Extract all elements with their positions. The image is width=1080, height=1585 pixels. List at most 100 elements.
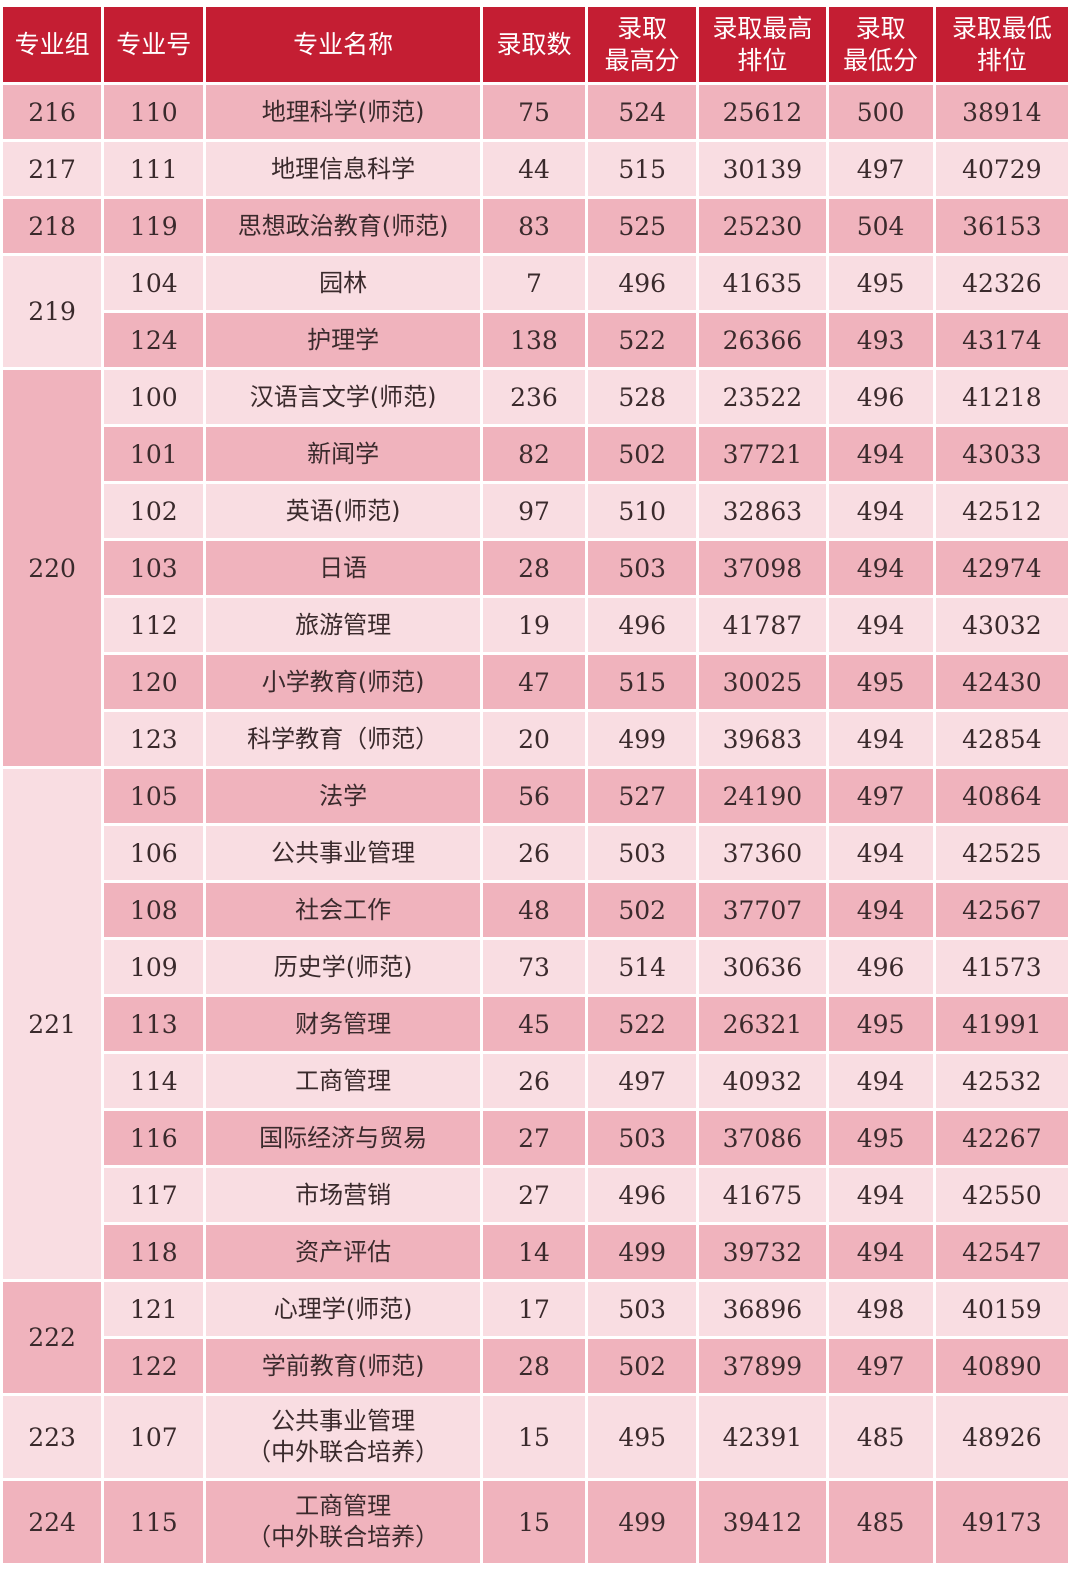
min-score-cell: 485 xyxy=(828,1396,933,1478)
admitted-count-cell: 15 xyxy=(482,1396,586,1478)
min-score-cell: 504 xyxy=(828,199,933,253)
min-score-cell: 494 xyxy=(828,826,933,880)
min-score-cell: 497 xyxy=(828,1339,933,1393)
admitted-count-cell: 14 xyxy=(482,1225,586,1279)
max-rank-cell: 37721 xyxy=(699,427,826,481)
major-code-cell: 108 xyxy=(104,883,204,937)
admitted-count-cell: 83 xyxy=(482,199,586,253)
major-name-cell: 法学 xyxy=(206,769,480,823)
table-row: 124 护理学 138 522 26366 493 43174 xyxy=(3,313,1068,367)
min-score-cell: 495 xyxy=(828,655,933,709)
major-code-cell: 116 xyxy=(104,1111,204,1165)
max-rank-cell: 41675 xyxy=(699,1168,826,1222)
major-group-cell: 224 xyxy=(3,1481,102,1563)
admitted-count-cell: 28 xyxy=(482,541,586,595)
max-score-cell: 496 xyxy=(588,598,697,652)
min-score-cell: 494 xyxy=(828,712,933,766)
admitted-count-cell: 26 xyxy=(482,1054,586,1108)
major-code-cell: 105 xyxy=(104,769,204,823)
max-rank-cell: 39732 xyxy=(699,1225,826,1279)
min-rank-cell: 42974 xyxy=(935,541,1068,595)
major-name-cell: 新闻学 xyxy=(206,427,480,481)
admitted-count-cell: 27 xyxy=(482,1111,586,1165)
max-rank-cell: 41787 xyxy=(699,598,826,652)
max-score-cell: 510 xyxy=(588,484,697,538)
max-rank-cell: 39412 xyxy=(699,1481,826,1563)
table-row: 224 115 工商管理 （中外联合培养） 15 499 39412 485 49173 xyxy=(3,1481,1068,1563)
admitted-count-cell: 236 xyxy=(482,370,586,424)
table-row: 123 科学教育（师范） 20 499 39683 494 42854 xyxy=(3,712,1068,766)
min-score-cell: 494 xyxy=(828,1168,933,1222)
admitted-count-cell: 56 xyxy=(482,769,586,823)
major-code-cell: 117 xyxy=(104,1168,204,1222)
max-score-cell: 495 xyxy=(588,1396,697,1478)
max-score-cell: 503 xyxy=(588,1111,697,1165)
major-name-cell: 思想政治教育(师范) xyxy=(206,199,480,253)
table-row: 109 历史学(师范) 73 514 30636 496 41573 xyxy=(3,940,1068,994)
min-rank-cell: 42326 xyxy=(935,256,1068,310)
major-code-cell: 123 xyxy=(104,712,204,766)
major-group-cell: 219 xyxy=(3,256,102,367)
major-group-cell: 222 xyxy=(3,1282,102,1393)
major-name-cell: 地理科学(师范) xyxy=(206,85,480,139)
major-code-cell: 109 xyxy=(104,940,204,994)
table-row: 113 财务管理 45 522 26321 495 41991 xyxy=(3,997,1068,1051)
admitted-count-cell: 47 xyxy=(482,655,586,709)
min-rank-cell: 36153 xyxy=(935,199,1068,253)
max-rank-cell: 25230 xyxy=(699,199,826,253)
major-name-cell: 科学教育（师范） xyxy=(206,712,480,766)
major-name-cell: 公共事业管理 xyxy=(206,826,480,880)
max-score-cell: 496 xyxy=(588,256,697,310)
min-score-cell: 485 xyxy=(828,1481,933,1563)
min-score-cell: 496 xyxy=(828,370,933,424)
max-score-cell: 503 xyxy=(588,826,697,880)
table-row: 106 公共事业管理 26 503 37360 494 42525 xyxy=(3,826,1068,880)
table-row: 108 社会工作 48 502 37707 494 42567 xyxy=(3,883,1068,937)
major-name-cell: 工商管理 （中外联合培养） xyxy=(206,1481,480,1563)
major-name-cell: 社会工作 xyxy=(206,883,480,937)
major-code-cell: 115 xyxy=(104,1481,204,1563)
max-rank-cell: 41635 xyxy=(699,256,826,310)
min-score-cell: 496 xyxy=(828,940,933,994)
max-score-cell: 528 xyxy=(588,370,697,424)
major-name-cell: 小学教育(师范) xyxy=(206,655,480,709)
major-code-cell: 118 xyxy=(104,1225,204,1279)
min-rank-cell: 42512 xyxy=(935,484,1068,538)
table-row: 103 日语 28 503 37098 494 42974 xyxy=(3,541,1068,595)
min-score-cell: 498 xyxy=(828,1282,933,1336)
min-rank-cell: 42267 xyxy=(935,1111,1068,1165)
table-row: 114 工商管理 26 497 40932 494 42532 xyxy=(3,1054,1068,1108)
major-name-cell: 国际经济与贸易 xyxy=(206,1111,480,1165)
max-score-cell: 503 xyxy=(588,541,697,595)
table-row: 222 121 心理学(师范) 17 503 36896 498 40159 xyxy=(3,1282,1068,1393)
table-row: 220 100 汉语言文学(师范) 236 528 23522 496 41218 xyxy=(3,370,1068,766)
major-name-cell: 英语(师范) xyxy=(206,484,480,538)
min-rank-cell: 40729 xyxy=(935,142,1068,196)
admitted-count-cell: 26 xyxy=(482,826,586,880)
min-score-cell: 497 xyxy=(828,769,933,823)
max-rank-cell: 25612 xyxy=(699,85,826,139)
major-group-cell: 216 xyxy=(3,85,102,139)
major-name-cell: 日语 xyxy=(206,541,480,595)
major-name-cell: 心理学(师范) xyxy=(206,1282,480,1336)
max-rank-cell: 37086 xyxy=(699,1111,826,1165)
max-score-cell: 524 xyxy=(588,85,697,139)
max-rank-cell: 39683 xyxy=(699,712,826,766)
admitted-count-cell: 45 xyxy=(482,997,586,1051)
major-code-cell: 110 xyxy=(104,85,204,139)
min-rank-cell: 42532 xyxy=(935,1054,1068,1108)
min-score-cell: 497 xyxy=(828,142,933,196)
major-code-cell: 102 xyxy=(104,484,204,538)
min-rank-cell: 42854 xyxy=(935,712,1068,766)
min-score-cell: 494 xyxy=(828,883,933,937)
admitted-count-cell: 27 xyxy=(482,1168,586,1222)
max-rank-cell: 30139 xyxy=(699,142,826,196)
max-score-cell: 525 xyxy=(588,199,697,253)
major-name-cell: 护理学 xyxy=(206,313,480,367)
min-score-cell: 494 xyxy=(828,427,933,481)
admitted-count-cell: 73 xyxy=(482,940,586,994)
max-score-cell: 514 xyxy=(588,940,697,994)
min-rank-cell: 42547 xyxy=(935,1225,1068,1279)
min-rank-cell: 40159 xyxy=(935,1282,1068,1336)
min-score-cell: 494 xyxy=(828,1225,933,1279)
